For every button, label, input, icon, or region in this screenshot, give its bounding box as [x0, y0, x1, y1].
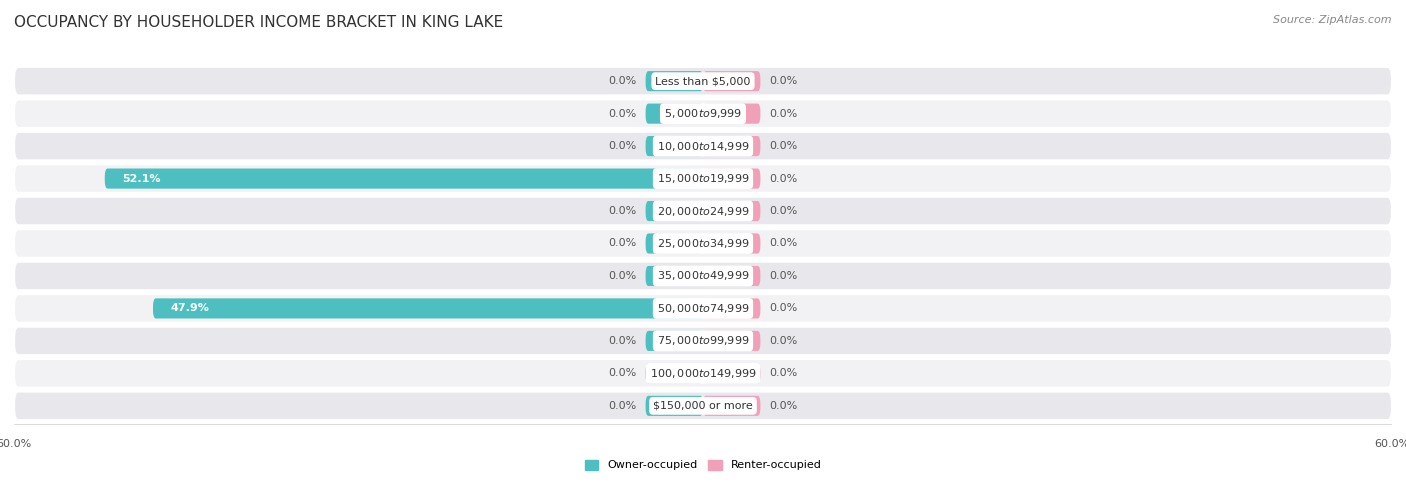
Text: Less than $5,000: Less than $5,000: [655, 76, 751, 86]
FancyBboxPatch shape: [703, 169, 761, 188]
Text: 0.0%: 0.0%: [769, 173, 797, 184]
Text: 0.0%: 0.0%: [769, 271, 797, 281]
Text: $10,000 to $14,999: $10,000 to $14,999: [657, 140, 749, 152]
Text: $75,000 to $99,999: $75,000 to $99,999: [657, 335, 749, 347]
Text: 52.1%: 52.1%: [122, 173, 160, 184]
FancyBboxPatch shape: [645, 201, 703, 221]
Text: OCCUPANCY BY HOUSEHOLDER INCOME BRACKET IN KING LAKE: OCCUPANCY BY HOUSEHOLDER INCOME BRACKET …: [14, 15, 503, 30]
Text: 0.0%: 0.0%: [769, 109, 797, 119]
FancyBboxPatch shape: [105, 169, 703, 188]
FancyBboxPatch shape: [14, 67, 1392, 95]
Text: $35,000 to $49,999: $35,000 to $49,999: [657, 269, 749, 282]
FancyBboxPatch shape: [14, 359, 1392, 388]
Text: 0.0%: 0.0%: [609, 239, 637, 248]
FancyBboxPatch shape: [645, 396, 703, 416]
FancyBboxPatch shape: [14, 229, 1392, 258]
Text: 0.0%: 0.0%: [769, 76, 797, 86]
Text: 0.0%: 0.0%: [609, 401, 637, 411]
FancyBboxPatch shape: [14, 99, 1392, 128]
Text: 0.0%: 0.0%: [609, 271, 637, 281]
FancyBboxPatch shape: [645, 136, 703, 156]
FancyBboxPatch shape: [703, 331, 761, 351]
FancyBboxPatch shape: [703, 136, 761, 156]
Text: $25,000 to $34,999: $25,000 to $34,999: [657, 237, 749, 250]
Text: 0.0%: 0.0%: [769, 206, 797, 216]
Text: 0.0%: 0.0%: [609, 109, 637, 119]
FancyBboxPatch shape: [14, 197, 1392, 225]
Text: 0.0%: 0.0%: [609, 368, 637, 378]
FancyBboxPatch shape: [645, 104, 703, 124]
Text: 0.0%: 0.0%: [769, 336, 797, 346]
FancyBboxPatch shape: [14, 392, 1392, 420]
FancyBboxPatch shape: [14, 294, 1392, 323]
Text: 0.0%: 0.0%: [609, 76, 637, 86]
FancyBboxPatch shape: [703, 104, 761, 124]
FancyBboxPatch shape: [703, 266, 761, 286]
FancyBboxPatch shape: [645, 363, 703, 383]
Text: 0.0%: 0.0%: [769, 401, 797, 411]
Text: 0.0%: 0.0%: [769, 141, 797, 151]
Text: 0.0%: 0.0%: [769, 303, 797, 314]
FancyBboxPatch shape: [703, 233, 761, 254]
FancyBboxPatch shape: [703, 363, 761, 383]
Text: 0.0%: 0.0%: [609, 206, 637, 216]
FancyBboxPatch shape: [14, 164, 1392, 193]
FancyBboxPatch shape: [645, 266, 703, 286]
Text: $5,000 to $9,999: $5,000 to $9,999: [664, 107, 742, 120]
Text: $150,000 or more: $150,000 or more: [654, 401, 752, 411]
Legend: Owner-occupied, Renter-occupied: Owner-occupied, Renter-occupied: [581, 455, 825, 475]
FancyBboxPatch shape: [703, 396, 761, 416]
FancyBboxPatch shape: [703, 71, 761, 91]
Text: 0.0%: 0.0%: [609, 141, 637, 151]
FancyBboxPatch shape: [153, 299, 703, 318]
Text: Source: ZipAtlas.com: Source: ZipAtlas.com: [1274, 15, 1392, 25]
Text: 0.0%: 0.0%: [769, 239, 797, 248]
Text: 47.9%: 47.9%: [170, 303, 209, 314]
Text: $100,000 to $149,999: $100,000 to $149,999: [650, 367, 756, 380]
FancyBboxPatch shape: [645, 71, 703, 91]
Text: $20,000 to $24,999: $20,000 to $24,999: [657, 205, 749, 218]
FancyBboxPatch shape: [703, 201, 761, 221]
FancyBboxPatch shape: [645, 331, 703, 351]
FancyBboxPatch shape: [14, 327, 1392, 355]
Text: 0.0%: 0.0%: [769, 368, 797, 378]
FancyBboxPatch shape: [703, 299, 761, 318]
FancyBboxPatch shape: [645, 233, 703, 254]
Text: $15,000 to $19,999: $15,000 to $19,999: [657, 172, 749, 185]
FancyBboxPatch shape: [14, 262, 1392, 290]
FancyBboxPatch shape: [14, 132, 1392, 160]
Text: 0.0%: 0.0%: [609, 336, 637, 346]
Text: $50,000 to $74,999: $50,000 to $74,999: [657, 302, 749, 315]
